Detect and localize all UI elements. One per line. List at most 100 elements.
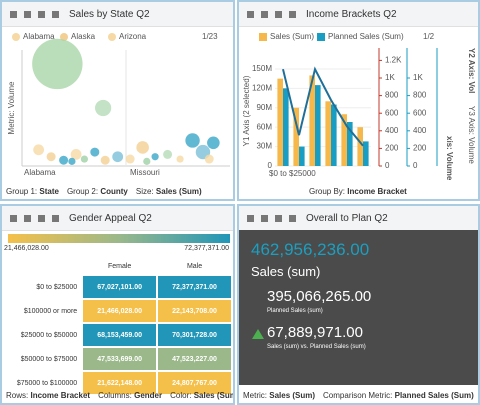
- cell: 70,301,728.00: [158, 324, 231, 346]
- bar: [299, 146, 305, 166]
- bubble: [32, 38, 83, 90]
- bubble: [151, 153, 159, 161]
- y-tick-label: 600: [385, 108, 399, 117]
- footer-value: Sales (Sum): [155, 187, 202, 196]
- legend: Sales (Sum) Planned Sales (Sum): [259, 32, 404, 41]
- footer-key: Group By:: [309, 187, 346, 196]
- footer-key: Group 1:: [6, 187, 38, 196]
- row: $75000 to $100000 21,622,148.00 24,807,767…: [6, 372, 231, 394]
- legend-swatch: [317, 33, 326, 41]
- delta-label: Sales (sum) vs. Planned Sales (sum): [267, 344, 366, 350]
- footer-key: Metric:: [243, 391, 267, 400]
- bar: [357, 127, 363, 166]
- panel-header: Overall to Plan Q2: [239, 206, 478, 231]
- bar-chart: Sales (Sum) Planned Sales (Sum) 1/2 Y1 Axis…: [242, 32, 476, 181]
- bubble: [80, 155, 88, 163]
- cell: 47,523,227.00: [158, 348, 231, 370]
- toolbar[interactable]: [2, 10, 69, 18]
- legend-label: Alaska: [71, 32, 96, 41]
- bubble: [185, 133, 200, 148]
- cell: 24,807,767.00: [158, 372, 231, 394]
- kpi-value: 462,956,236.00: [251, 240, 370, 259]
- y-tick-label: 60M: [256, 122, 272, 131]
- row-label: $25000 to $50000: [20, 331, 78, 339]
- y-tick-label: 0: [413, 161, 418, 170]
- panel-income-brackets: Income Brackets Q2 Sales (Sum) Planned Sa…: [237, 0, 480, 201]
- footer-value: Sales (Sum): [193, 391, 235, 400]
- corner: [6, 258, 81, 274]
- kpi-body: 462,956,236.00 Sales (sum) 395,066,265.0…: [239, 230, 478, 385]
- cell: 47,533,699.00: [83, 348, 157, 370]
- line: [282, 66, 364, 147]
- axis-label: Y2 Axis: Vol: [467, 48, 476, 93]
- legend-label: Sales (Sum): [270, 32, 314, 41]
- toolbar[interactable]: [239, 214, 306, 222]
- row: $25000 to $50000 68,153,459.00 70,301,728.…: [6, 324, 231, 346]
- bar: [293, 107, 299, 166]
- footer-key: Color:: [170, 391, 192, 400]
- x-tick-label: Missouri: [130, 168, 160, 177]
- cell: 67,027,101.00: [83, 276, 157, 298]
- toolbar[interactable]: [2, 214, 69, 222]
- cell: 21,466,028.00: [83, 300, 157, 322]
- column-header: Female: [107, 262, 132, 270]
- bar: [341, 114, 347, 166]
- panel-title: Overall to Plan Q2: [306, 212, 388, 224]
- column-header: Male: [186, 262, 203, 270]
- bubble: [125, 154, 135, 164]
- y-tick-label: 800: [385, 91, 399, 100]
- row: $0 to $25000 67,027,101.00 72,377,371.00: [6, 276, 231, 298]
- row-label: $0 to $25000: [36, 283, 78, 291]
- kpi-metric: Sales (sum): [251, 264, 321, 279]
- bubble: [207, 136, 220, 150]
- y-tick-label: 200: [413, 144, 427, 153]
- bar: [363, 141, 369, 166]
- x-tick-label: Alabama: [24, 168, 56, 177]
- comparison-label: Planned Sales (sum): [267, 308, 323, 314]
- legend-label: Alabama: [23, 32, 55, 41]
- header-row: Female Male: [6, 258, 231, 274]
- heat-table: Female Male $0 to $25000 67,027,101.00 72,37…: [4, 256, 233, 396]
- y-tick-label: 1.2K: [385, 56, 402, 65]
- legend-swatch: [259, 33, 267, 41]
- bubble: [90, 147, 100, 157]
- y-tick-label: 400: [385, 126, 399, 135]
- panel-gender-appeal: Gender Appeal Q2 21,466,028.00 72,377,37…: [0, 204, 235, 405]
- footer-key: Group 2:: [66, 187, 99, 196]
- panel-header: Income Brackets Q2: [239, 2, 478, 27]
- row: $50000 to $75000 47,533,699.00 47,523,227.…: [6, 348, 231, 370]
- axis-label: xis: Volume: [445, 136, 454, 181]
- row: $100000 or more 21,466,028.00 22,143,708.0…: [6, 300, 231, 322]
- legend-label: Arizona: [119, 32, 147, 41]
- bubble: [136, 141, 149, 154]
- footer-value: Gender: [134, 391, 163, 400]
- toolbar[interactable]: [239, 10, 306, 18]
- y-tick-label: 0: [385, 161, 390, 170]
- footer: Rows: Income Bracket Columns: Gender Color…: [6, 391, 235, 400]
- footer-value: State: [39, 187, 59, 196]
- y-tick-label: 1K: [413, 73, 423, 82]
- footer: Group By: Income Bracket: [309, 187, 415, 196]
- bubble: [70, 149, 82, 160]
- footer-key: Columns:: [98, 391, 132, 400]
- y-axis-label: Y1 Axis (2 selected): [242, 75, 251, 146]
- bar: [331, 104, 337, 166]
- y-tick-label: 800: [413, 91, 427, 100]
- bubble: [95, 99, 112, 117]
- panel-header: Gender Appeal Q2: [2, 206, 233, 231]
- bubble: [33, 144, 45, 156]
- range-max: 72,377,371.00: [184, 245, 229, 252]
- panel-title: Income Brackets Q2: [306, 8, 397, 20]
- y-tick-label: 30M: [256, 142, 272, 151]
- legend-swatch: [108, 33, 116, 41]
- axis-label: Y3 Axis: Volume: [467, 106, 476, 164]
- color-range: [8, 234, 230, 243]
- y-tick-label: 120M: [252, 83, 272, 92]
- bar: [347, 122, 353, 166]
- bubble: [46, 152, 56, 162]
- footer-value: Planned Sales (Sum): [394, 391, 474, 400]
- cell: 72,377,371.00: [158, 276, 231, 298]
- legend-label: Planned Sales (Sum): [328, 32, 404, 41]
- delta-value: 67,889,971.00: [267, 324, 363, 341]
